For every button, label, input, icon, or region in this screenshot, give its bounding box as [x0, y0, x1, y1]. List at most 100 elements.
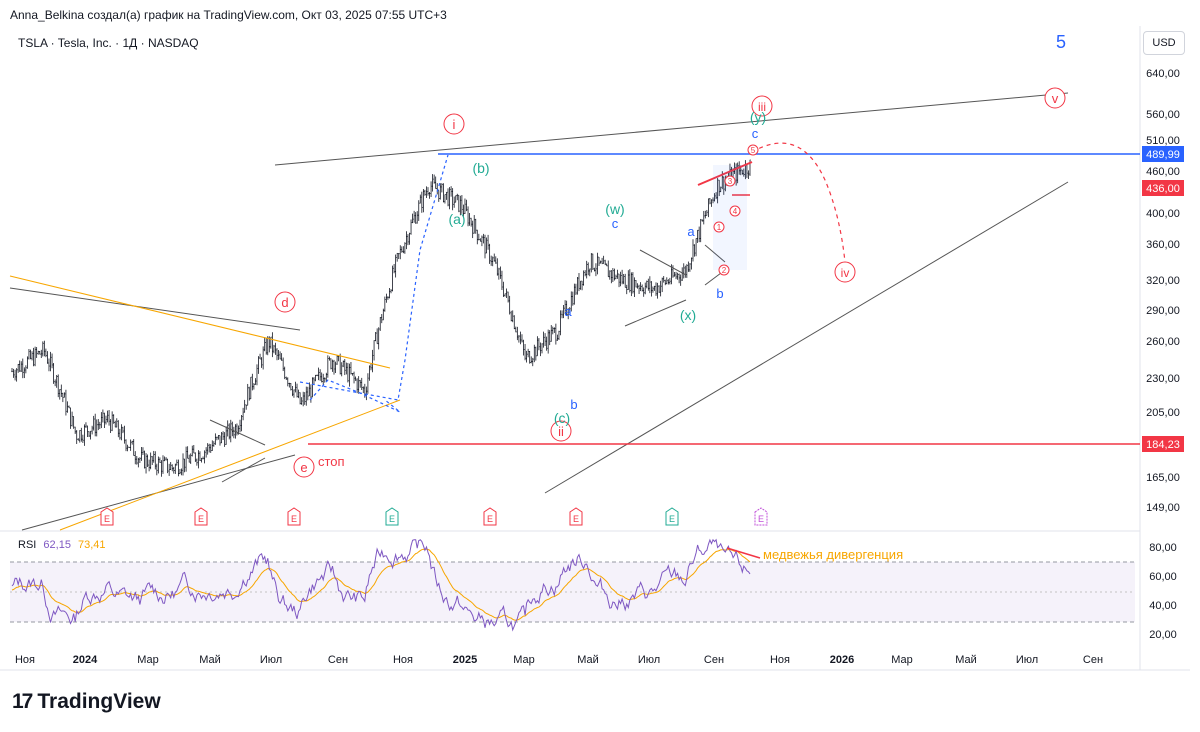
candlestick-series[interactable]	[11, 159, 751, 477]
rsi-axis[interactable]: 80,00 60,00 40,00 20,00	[1149, 542, 1177, 641]
price-tick: 360,00	[1146, 239, 1180, 251]
tv-logo-icon: 17	[12, 690, 33, 713]
red-trend-line[interactable]	[697, 161, 753, 186]
price-tick: 290,00	[1146, 305, 1180, 317]
wave-d-label: d	[281, 295, 288, 310]
wave-e-label: e	[300, 460, 307, 475]
triangle-upper-line[interactable]	[9, 287, 301, 331]
wave-2-marker[interactable]	[718, 264, 730, 276]
orange-upper-line[interactable]	[9, 275, 391, 369]
time-tick: Июл	[260, 654, 282, 666]
rsi-tick: 20,00	[1149, 629, 1177, 641]
wave-5-marker[interactable]	[747, 144, 759, 156]
earnings-marker[interactable]: E	[754, 507, 768, 526]
small-triangle-top[interactable]	[209, 419, 266, 446]
wave-y-paren: (y)	[750, 109, 766, 125]
price-axis[interactable]: 640,00 560,00 510,00 460,00 400,00 360,00 320,…	[1146, 68, 1180, 514]
wave-iv-label: iv	[841, 266, 850, 280]
svg-text:E: E	[389, 514, 395, 524]
rsi-tick: 60,00	[1149, 571, 1177, 583]
wave-1-marker[interactable]	[713, 221, 725, 233]
svg-text:E: E	[487, 514, 493, 524]
earnings-marker[interactable]: E	[194, 507, 208, 526]
wave-4-label: 4	[733, 207, 738, 216]
mid-triangle-bottom[interactable]	[624, 299, 687, 327]
wave-a-blue-2: a	[687, 224, 695, 239]
time-tick: 2025	[453, 654, 477, 666]
mid-triangle-top[interactable]	[639, 249, 687, 276]
rsi-series[interactable]	[11, 538, 751, 632]
svg-text:E: E	[198, 514, 204, 524]
time-tick: Ноя	[393, 654, 413, 666]
wave-d-marker[interactable]	[274, 291, 296, 313]
wave-e-marker[interactable]	[293, 456, 315, 478]
earnings-markers[interactable]: E E E E E E E E	[100, 507, 768, 526]
chart-caption: Anna_Belkina создал(а) график на Trading…	[10, 8, 447, 22]
rsi-tick: 80,00	[1149, 542, 1177, 554]
badge-489: 489,99	[1146, 149, 1180, 161]
orange-lower-line[interactable]	[59, 399, 401, 531]
blue-dashed-path[interactable]	[299, 154, 449, 401]
price-tick: 400,00	[1146, 208, 1180, 220]
time-tick: Ноя	[770, 654, 790, 666]
lower-wedge-line[interactable]	[544, 181, 1069, 494]
time-tick: Май	[199, 654, 221, 666]
earnings-marker[interactable]: E	[287, 507, 301, 526]
wave-ii-marker[interactable]	[550, 420, 572, 442]
price-tick: 260,00	[1146, 336, 1180, 348]
rsi-name: RSI	[18, 539, 37, 551]
wave-i-label: i	[453, 117, 456, 132]
earnings-marker[interactable]: E	[385, 507, 399, 526]
drawings[interactable]	[9, 92, 1140, 559]
wave-3-marker[interactable]	[724, 175, 736, 187]
currency-button[interactable]: USD	[1143, 31, 1185, 55]
earnings-marker[interactable]: E	[483, 507, 497, 526]
wave-a-blue-1: a	[564, 304, 572, 319]
time-tick: Сен	[704, 654, 724, 666]
wave-iv-marker[interactable]	[834, 261, 856, 283]
earnings-marker[interactable]: E	[569, 507, 583, 526]
svg-text:E: E	[291, 514, 297, 524]
price-tick: 560,00	[1146, 109, 1180, 121]
wave-iii-marker[interactable]	[751, 95, 773, 117]
time-tick: Май	[577, 654, 599, 666]
wave-4-marker[interactable]	[729, 205, 741, 217]
rsi-legend[interactable]: RSI 62,15 73,41	[18, 539, 106, 551]
rsi-ma-value: 73,41	[78, 539, 106, 551]
upper-wedge-line[interactable]	[274, 92, 1069, 166]
wave-c-paren: (c)	[554, 410, 570, 426]
wave-w-paren: (w)	[605, 201, 624, 217]
symbol-title[interactable]: TSLA · Tesla, Inc. · 1Д · NASDAQ	[18, 36, 199, 50]
wave-v-label: v	[1052, 91, 1059, 106]
price-tick: 460,00	[1146, 166, 1180, 178]
tradingview-logo[interactable]: 17 TradingView	[12, 690, 161, 713]
wave-i-marker[interactable]	[443, 113, 465, 135]
interval-number: 5	[1056, 32, 1067, 52]
price-tick: 320,00	[1146, 275, 1180, 287]
svg-text:E: E	[669, 514, 675, 524]
rsi-band	[10, 562, 1135, 622]
wave-x-paren: (x)	[680, 307, 696, 323]
small-triangle2-top[interactable]	[704, 244, 726, 263]
rsi-line	[11, 538, 751, 632]
price-badges: 489,99 436,00 184,23	[1142, 146, 1184, 452]
price-tick: 640,00	[1146, 68, 1180, 80]
price-tick: 165,00	[1146, 472, 1180, 484]
time-tick: Ноя	[15, 654, 35, 666]
blue-dashed-box[interactable]	[309, 379, 401, 413]
badge-436: 436,00	[1146, 183, 1180, 195]
wave-v-marker[interactable]	[1044, 87, 1066, 109]
wave-labels[interactable]: i ii iii iv v d e стоп (a) (b) (c) (w) (…	[274, 87, 1066, 478]
time-axis[interactable]: Ноя 2024 Мар Май Июл Сен Ноя 2025 Мар Май Июл Сен Но…	[15, 654, 1103, 666]
wave-a-paren: (a)	[448, 211, 465, 227]
small-triangle-bottom[interactable]	[221, 457, 266, 483]
rsi-divergence-line[interactable]	[726, 547, 761, 559]
projected-wave-iv[interactable]	[751, 142, 846, 263]
wave-c-blue-2: c	[752, 126, 759, 141]
wave-c-blue-1: c	[612, 216, 619, 231]
earnings-marker[interactable]: E	[665, 507, 679, 526]
svg-text:E: E	[573, 514, 579, 524]
rsi-value: 62,15	[43, 539, 71, 551]
earnings-marker[interactable]: E	[100, 507, 114, 526]
